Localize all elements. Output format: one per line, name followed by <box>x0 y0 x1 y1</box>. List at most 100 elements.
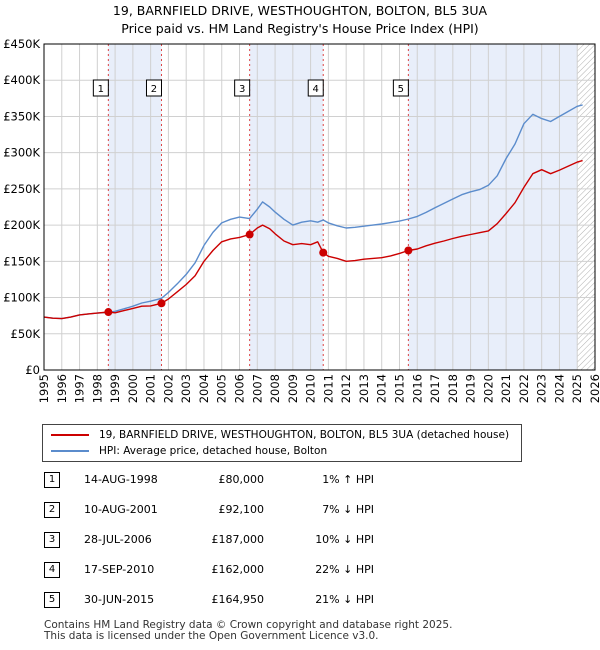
table-row: 3 28-JUL-2006 £187,000 10% ↓ HPI <box>44 532 444 550</box>
x-tick-label: 2019 <box>464 374 478 403</box>
legend: 19, BARNFIELD DRIVE, WESTHOUGHTON, BOLTO… <box>42 424 522 462</box>
sale-label-number: 5 <box>398 84 404 95</box>
x-tick-label: 2009 <box>286 374 300 403</box>
sale-price: £187,000 <box>211 533 265 546</box>
y-tick-label: £0 <box>25 363 40 377</box>
y-tick-label: £450K <box>3 37 40 51</box>
sale-label-box <box>234 79 251 97</box>
x-tick-label: 2002 <box>161 374 175 403</box>
table-row: 2 10-AUG-2001 £92,100 7% ↓ HPI <box>44 502 444 520</box>
price-paid-line <box>43 159 583 320</box>
y-tick-label: £50K <box>11 327 41 341</box>
legend-swatch-price <box>51 434 89 436</box>
legend-item-hpi: HPI: Average price, detached house, Bolt… <box>51 443 327 459</box>
y-tick-label: £400K <box>3 73 40 87</box>
x-tick-label: 1997 <box>73 374 87 403</box>
sale-point <box>319 248 328 257</box>
legend-item-price: 19, BARNFIELD DRIVE, WESTHOUGHTON, BOLTO… <box>51 427 509 443</box>
x-tick-label: 2004 <box>197 374 211 403</box>
sale-number: 1 <box>44 472 60 488</box>
sale-price: £92,100 <box>218 503 265 516</box>
sale-number: 3 <box>44 532 60 548</box>
x-tick-label: 2001 <box>144 374 158 403</box>
sale-date: 14-AUG-1998 <box>84 473 158 486</box>
footer-licence: This data is licensed under the Open Gov… <box>44 630 379 642</box>
x-tick-label: 2016 <box>410 374 424 403</box>
table-row: 4 17-SEP-2010 £162,000 22% ↓ HPI <box>44 562 444 580</box>
sale-hpi-diff: 21% ↓ HPI <box>315 593 374 606</box>
sale-price: £162,000 <box>211 563 265 576</box>
sale-label-box <box>392 79 409 97</box>
hatched-region <box>577 44 595 370</box>
x-tick-label: 2008 <box>268 374 282 403</box>
x-tick-label: 2006 <box>233 374 247 403</box>
x-tick-label: 2017 <box>428 374 442 403</box>
x-tick-label: 2018 <box>446 374 460 403</box>
sale-point <box>157 299 166 308</box>
footer-copyright: Contains HM Land Registry data © Crown c… <box>44 619 453 631</box>
sale-label-box <box>145 79 162 97</box>
x-tick-label: 2011 <box>321 374 335 403</box>
sale-price: £80,000 <box>218 473 265 486</box>
x-tick-label: 2005 <box>215 374 229 403</box>
y-tick-label: £200K <box>3 218 40 232</box>
legend-label-hpi: HPI: Average price, detached house, Bolt… <box>99 445 328 457</box>
sale-label-number: 2 <box>151 84 157 95</box>
x-tick-label: 2022 <box>517 374 531 403</box>
shaded-range <box>408 44 578 370</box>
legend-swatch-hpi <box>51 450 89 452</box>
x-tick-label: 2012 <box>339 374 353 403</box>
legend-label-price: 19, BARNFIELD DRIVE, WESTHOUGHTON, BOLTO… <box>99 429 510 441</box>
x-tick-label: 1999 <box>108 374 122 403</box>
x-tick-label: 1995 <box>37 374 51 403</box>
x-tick-label: 2013 <box>357 374 371 403</box>
x-tick-label: 2000 <box>126 374 140 403</box>
y-tick-label: £250K <box>3 182 40 196</box>
sale-number: 2 <box>44 502 60 518</box>
sale-label-number: 1 <box>98 84 104 95</box>
sale-date: 30-JUN-2015 <box>84 593 155 606</box>
plot-frame <box>43 43 596 371</box>
x-tick-label: 2026 <box>588 374 600 403</box>
sale-point <box>245 230 254 239</box>
sale-date: 17-SEP-2010 <box>84 563 155 576</box>
sale-hpi-diff: 7% ↓ HPI <box>322 503 374 516</box>
sale-date: 10-AUG-2001 <box>84 503 158 516</box>
sale-number: 4 <box>44 562 60 578</box>
x-tick-label: 2020 <box>481 374 495 403</box>
y-tick-label: £350K <box>3 109 40 123</box>
x-tick-label: 1996 <box>55 374 69 403</box>
x-tick-label: 2015 <box>392 374 406 403</box>
sale-date: 28-JUL-2006 <box>84 533 152 546</box>
title-address: 19, BARNFIELD DRIVE, WESTHOUGHTON, BOLTO… <box>112 3 488 18</box>
y-tick-label: £300K <box>3 146 40 160</box>
shaded-range <box>108 44 162 370</box>
y-tick-label: £100K <box>3 291 40 305</box>
x-tick-label: 2014 <box>375 374 389 403</box>
x-tick-label: 2010 <box>304 374 318 403</box>
x-tick-label: 2021 <box>499 374 513 403</box>
sale-hpi-diff: 22% ↓ HPI <box>315 563 374 576</box>
sale-label-box <box>307 79 324 97</box>
chart-title: 19, BARNFIELD DRIVE, WESTHOUGHTON, BOLTO… <box>0 2 600 38</box>
x-tick-label: 2003 <box>179 374 193 403</box>
hpi-line <box>43 104 583 320</box>
table-row: 5 30-JUN-2015 £164,950 21% ↓ HPI <box>44 592 444 610</box>
y-tick-label: £150K <box>3 254 40 268</box>
price-chart: 1 2 3 4 5 £0 £50K £100K £150K £200K £250K £300K £350… <box>3 37 600 403</box>
title-subtitle: Price paid vs. HM Land Registry's House … <box>121 21 479 36</box>
x-tick-label: 2024 <box>552 374 566 403</box>
sale-point <box>104 308 113 317</box>
sale-hpi-diff: 1% ↑ HPI <box>322 473 374 486</box>
sale-point <box>404 246 413 255</box>
x-tick-label: 1998 <box>90 374 104 403</box>
table-row: 1 14-AUG-1998 £80,000 1% ↑ HPI <box>44 472 444 490</box>
sale-price: £164,950 <box>211 593 265 606</box>
footer-attribution: Contains HM Land Registry data © Crown c… <box>44 620 452 642</box>
sale-label-box <box>92 79 109 97</box>
x-tick-label: 2023 <box>535 374 549 403</box>
x-tick-label: 2025 <box>570 374 584 403</box>
x-tick-label: 2007 <box>250 374 264 403</box>
sale-label-number: 3 <box>239 84 245 95</box>
sale-number: 5 <box>44 592 60 608</box>
